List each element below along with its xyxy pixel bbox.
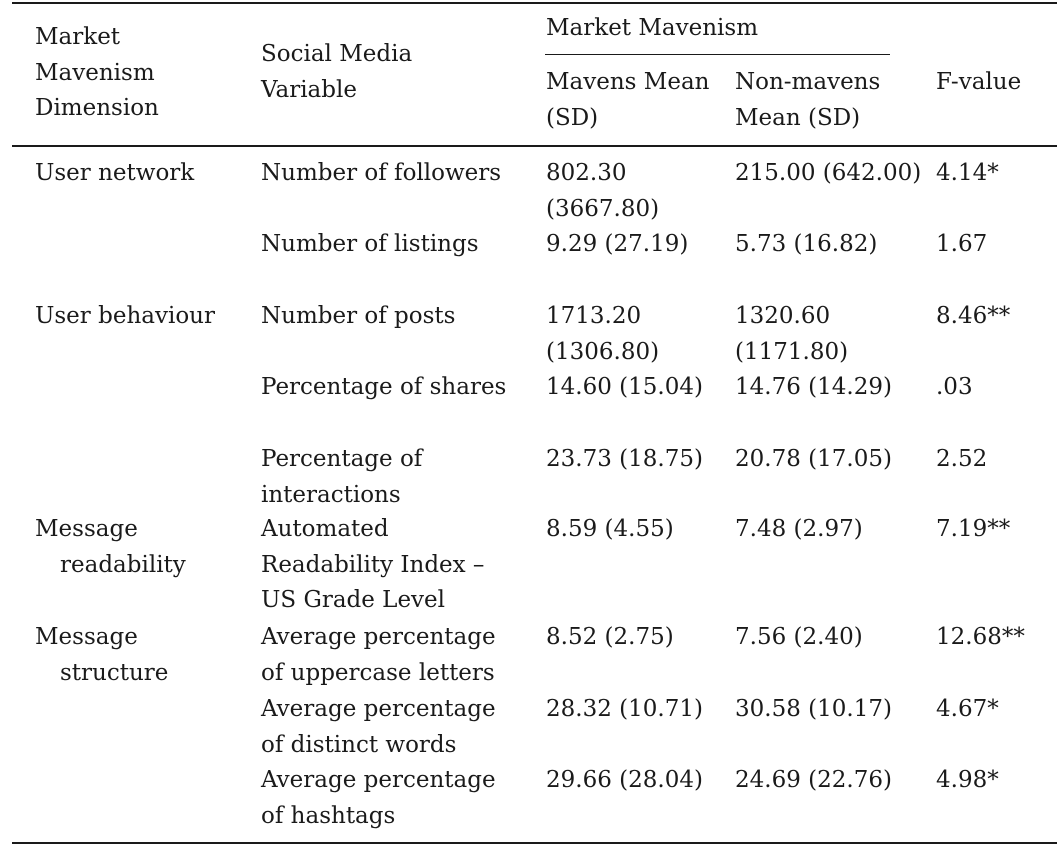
row-variable: Percentage of interactions [261,446,423,508]
row-f-value: .03 [936,374,973,400]
row-nonmavens-value: 30.58 (10.17) [735,696,892,722]
row-nonmavens-value: 20.78 (17.05) [735,446,892,472]
row-f-value: 4.67* [936,696,999,722]
row-variable: Average percentage of uppercase letters [261,624,496,686]
row-nonmavens-value: 14.76 (14.29) [735,374,892,400]
row-mavens-value: 23.73 (18.75) [546,446,703,472]
row-dimension: Message structure [35,620,235,691]
row-variable: Number of listings [261,231,479,257]
row-f-value: 2.52 [936,446,988,472]
row-mavens-value: 8.59 (4.55) [546,516,674,542]
header-nonmavens: Non-mavens Mean (SD) [735,69,881,131]
header-group: Market Mavenism [546,15,759,41]
row-nonmavens-value: 7.56 (2.40) [735,624,863,650]
row-dimension-line: structure [60,659,169,686]
group-header-rule [545,54,890,55]
row-dimension-line: Message [35,624,138,650]
row-mavens-value: 9.29 (27.19) [546,231,689,257]
row-dimension-line: Message [35,516,138,542]
row-dimension: User network [35,160,195,186]
row-mavens-value: 28.32 (10.71) [546,696,703,722]
header-fvalue: F-value [936,69,1022,95]
header-dimension: Market Mavenism Dimension [35,24,159,121]
row-f-value: 8.46** [936,303,1011,329]
row-dimension-line: readability [60,551,186,578]
header-mavens: Mavens Mean (SD) [546,69,710,131]
row-f-value: 7.19** [936,516,1011,542]
row-variable: Automated Readability Index – US Grade L… [261,516,485,613]
table-bottom-rule [12,842,1057,844]
row-variable: Number of posts [261,303,456,329]
row-dimension: User behaviour [35,303,215,329]
row-nonmavens-value: 215.00 (642.00) [735,160,922,186]
row-nonmavens-value: 24.69 (22.76) [735,767,892,793]
row-f-value: 1.67 [936,231,988,257]
row-nonmavens-value: 7.48 (2.97) [735,516,863,542]
row-mavens-value: 8.52 (2.75) [546,624,674,650]
row-mavens-value: 802.30 (3667.80) [546,160,660,222]
row-variable: Percentage of shares [261,374,507,400]
table-header-rule [12,145,1057,147]
row-nonmavens-value: 5.73 (16.82) [735,231,878,257]
row-variable: Average percentage of hashtags [261,767,496,829]
row-mavens-value: 1713.20 (1306.80) [546,303,660,365]
header-variable: Social Media Variable [261,41,413,103]
row-f-value: 4.98* [936,767,999,793]
row-nonmavens-value: 1320.60 (1171.80) [735,303,849,365]
row-mavens-value: 29.66 (28.04) [546,767,703,793]
row-variable: Average percentage of distinct words [261,696,496,758]
row-f-value: 4.14* [936,160,999,186]
row-f-value: 12.68** [936,624,1025,650]
table-top-rule [12,2,1057,4]
row-dimension: Message readability [35,512,235,583]
row-mavens-value: 14.60 (15.04) [546,374,703,400]
row-variable: Number of followers [261,160,502,186]
